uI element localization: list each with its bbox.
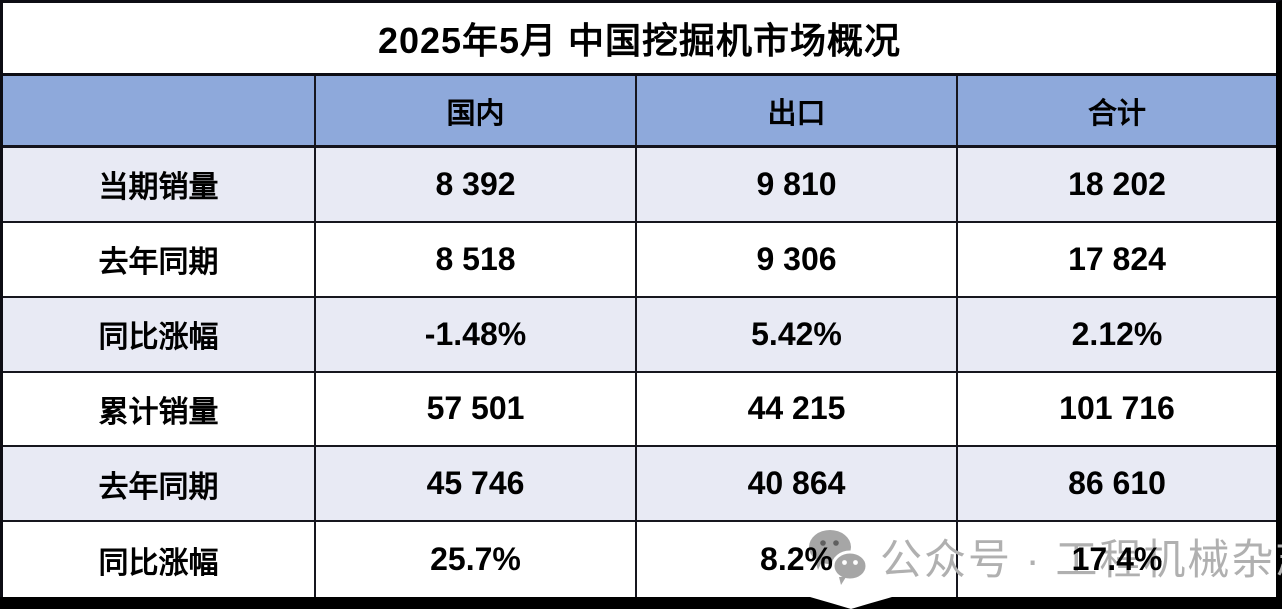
cell-text: 40 864 xyxy=(747,465,846,502)
table-cell: 9 306 xyxy=(637,222,958,298)
cell-text: -1.48% xyxy=(424,315,527,352)
cell-text: 9 306 xyxy=(756,240,837,277)
table-cell: -1.48% xyxy=(316,297,637,373)
table-cell: 40 864 xyxy=(637,447,958,523)
row-label: 去年同期 xyxy=(3,222,316,298)
row-label-text: 同比涨幅 xyxy=(98,546,219,580)
table-cell: 9 810 xyxy=(637,148,958,223)
row-label-text: 去年同期 xyxy=(98,470,219,504)
column-header-text: 国内 xyxy=(446,97,505,130)
cell-text: 8 392 xyxy=(435,165,516,202)
column-header-text: 合计 xyxy=(1087,97,1146,130)
cell-text: 17.4% xyxy=(1071,541,1163,578)
bottom-notch xyxy=(810,597,892,609)
row-label: 累计销量 xyxy=(3,372,316,448)
bottom-border-bar xyxy=(0,597,1282,609)
column-header-export: 出口 xyxy=(637,76,958,148)
table-cell: 18 202 xyxy=(958,148,1276,223)
row-label: 同比涨幅 xyxy=(3,522,316,597)
cell-text: 8 518 xyxy=(435,240,516,277)
table-cell: 17 824 xyxy=(958,222,1276,298)
row-label-text: 去年同期 xyxy=(98,246,219,280)
row-label-text: 同比涨幅 xyxy=(98,321,219,355)
cell-text: 2.12% xyxy=(1071,315,1163,352)
cell-text: 86 610 xyxy=(1068,465,1166,502)
cell-text: 101 716 xyxy=(1059,390,1175,427)
cell-text: 57 501 xyxy=(426,390,525,427)
table-cell: 86 610 xyxy=(958,447,1276,523)
column-header-text: 出口 xyxy=(767,97,826,130)
table-title: 2025年5月 中国挖掘机市场概况 xyxy=(3,3,1276,76)
row-label: 当期销量 xyxy=(3,148,316,223)
cell-text: 25.7% xyxy=(430,541,521,578)
table-cell: 101 716 xyxy=(958,372,1276,448)
table-title-text: 2025年5月 中国挖掘机市场概况 xyxy=(377,20,902,61)
table-cell: 44 215 xyxy=(637,372,958,448)
column-header-domestic: 国内 xyxy=(316,76,637,148)
cell-text: 9 810 xyxy=(756,165,837,202)
table-cell: 5.42% xyxy=(637,297,958,373)
table-cell: 8.2% xyxy=(637,522,958,597)
row-label-text: 累计销量 xyxy=(98,395,219,429)
row-label: 同比涨幅 xyxy=(3,297,316,373)
table-cell: 57 501 xyxy=(316,372,637,448)
column-header-total: 合计 xyxy=(958,76,1276,148)
row-label-text: 当期销量 xyxy=(98,171,219,205)
cell-text: 44 215 xyxy=(747,390,846,427)
table-cell: 17.4% xyxy=(958,522,1276,597)
cell-text: 18 202 xyxy=(1068,165,1166,202)
cell-text: 8.2% xyxy=(760,541,833,578)
cell-text: 17 824 xyxy=(1068,240,1166,277)
cell-text: 5.42% xyxy=(751,315,842,352)
table-cell: 45 746 xyxy=(316,447,637,523)
table-cell: 8 518 xyxy=(316,222,637,298)
row-label: 去年同期 xyxy=(3,447,316,523)
table-cell: 25.7% xyxy=(316,522,637,597)
cell-text: 45 746 xyxy=(426,465,525,502)
table-cell: 2.12% xyxy=(958,297,1276,373)
table-cell: 8 392 xyxy=(316,148,637,223)
column-header-blank xyxy=(3,76,316,148)
